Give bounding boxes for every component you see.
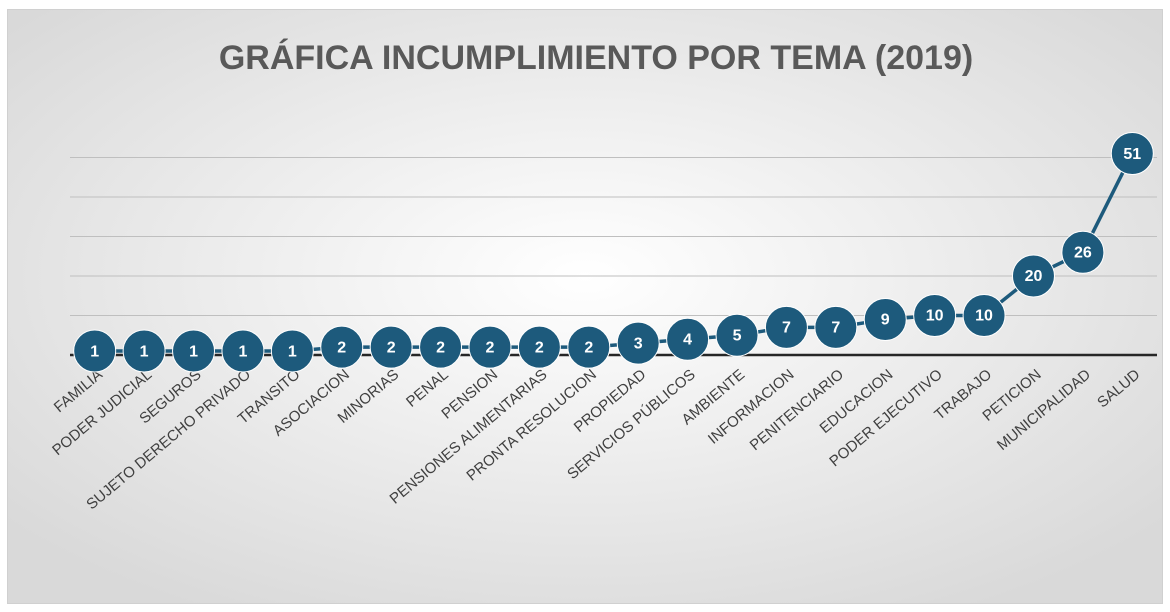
marker <box>517 325 561 369</box>
marker <box>715 313 759 357</box>
marker <box>122 329 166 373</box>
data-label: 1 <box>288 343 297 360</box>
marker <box>567 325 611 369</box>
marker <box>221 329 265 373</box>
marker <box>1110 132 1154 176</box>
data-label: 51 <box>1123 146 1141 163</box>
data-label: 1 <box>140 343 149 360</box>
marker <box>814 305 858 349</box>
data-label: 2 <box>535 339 544 356</box>
data-label: 2 <box>337 339 346 356</box>
marker <box>764 305 808 349</box>
marker <box>172 329 216 373</box>
data-label: 1 <box>238 343 247 360</box>
data-label: 20 <box>1025 268 1043 285</box>
data-label: 7 <box>831 320 840 337</box>
marker <box>369 325 413 369</box>
data-label: 26 <box>1074 245 1092 262</box>
line <box>94 152 1134 353</box>
marker <box>270 329 314 373</box>
marker <box>73 329 117 373</box>
data-label: 5 <box>733 327 742 344</box>
marker <box>1011 254 1055 298</box>
marker <box>913 294 957 337</box>
marker <box>419 325 463 369</box>
marker <box>863 297 907 341</box>
data-label: 3 <box>634 335 643 352</box>
data-label: 4 <box>683 331 692 348</box>
data-label: 2 <box>584 339 593 356</box>
data-label: 2 <box>436 339 445 356</box>
data-label: 2 <box>387 339 396 356</box>
marker <box>666 317 710 361</box>
marker <box>468 325 512 369</box>
marker <box>1061 230 1105 274</box>
data-label: 10 <box>926 308 944 325</box>
data-label: 9 <box>881 312 890 329</box>
marker <box>616 321 660 365</box>
data-label: 2 <box>486 339 495 356</box>
chart-title: GRÁFICA INCUMPLIMIENTO POR TEMA (2019) <box>219 39 973 77</box>
marker <box>320 325 364 369</box>
data-label: 10 <box>975 308 993 325</box>
marker <box>962 294 1006 337</box>
data-label: 1 <box>189 343 198 360</box>
data-label: 1 <box>90 343 99 360</box>
data-label: 7 <box>782 320 791 337</box>
